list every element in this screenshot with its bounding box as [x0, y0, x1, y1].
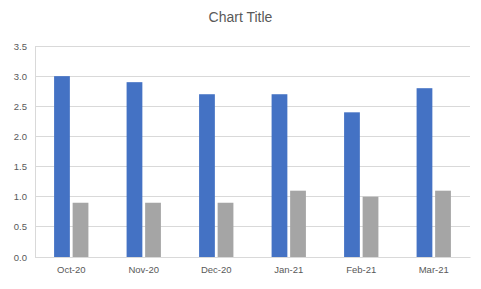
y-tick-label: 0.0 [14, 252, 27, 263]
x-tick-label: Feb-21 [346, 264, 376, 275]
y-tick-label: 2.5 [14, 101, 27, 112]
bar [127, 82, 143, 257]
y-axis: 0.0 0.5 1.0 1.5 2.0 2.5 3.0 3.5 [14, 41, 36, 263]
grid-line [35, 257, 470, 258]
x-tick-label: Jan-21 [274, 264, 303, 275]
grid-line [35, 226, 470, 227]
x-tick-label: Nov-20 [128, 264, 159, 275]
bar [363, 197, 379, 257]
bar [417, 88, 433, 257]
x-tick: Dec-20 [201, 257, 232, 275]
y-tick: 3.5 [14, 41, 35, 52]
y-tick-label: 3.0 [14, 71, 27, 82]
chart: 0.0 0.5 1.0 1.5 2.0 2.5 3.0 3.5 Oct-20 Nov-20 Dec-… [0, 0, 481, 289]
x-tick: Feb-21 [346, 257, 376, 275]
plot-area: 0.0 0.5 1.0 1.5 2.0 2.5 3.0 3.5 Oct-20 Nov-20 Dec-… [14, 41, 471, 275]
grid-line [35, 196, 470, 197]
y-tick: 1.5 [14, 161, 35, 172]
grid-line [35, 106, 470, 107]
y-tick-label: 0.5 [14, 221, 27, 232]
series [73, 191, 451, 257]
bar [54, 76, 70, 257]
x-tick: Oct-20 [57, 257, 86, 275]
y-tick: 0.5 [14, 221, 35, 232]
y-tick: 1.0 [14, 191, 35, 202]
bar [218, 203, 234, 257]
y-tick-label: 2.0 [14, 131, 27, 142]
x-tick-label: Mar-21 [419, 264, 449, 275]
bar [145, 203, 161, 257]
grid [35, 46, 470, 257]
bar [435, 191, 451, 257]
x-axis: Oct-20 Nov-20 Dec-20 Jan-21 Feb-21 Mar-21 [36, 257, 471, 275]
bar [344, 112, 360, 257]
y-tick-label: 1.5 [14, 161, 27, 172]
y-tick: 2.5 [14, 101, 35, 112]
bars [54, 76, 451, 257]
x-axis-line [36, 257, 471, 258]
bar [290, 191, 306, 257]
x-tick-label: Dec-20 [201, 264, 232, 275]
grid-line [35, 46, 470, 47]
x-tick-label: Oct-20 [57, 264, 86, 275]
x-tick: Jan-21 [274, 257, 303, 275]
y-tick-label: 3.5 [14, 41, 27, 52]
grid-line [35, 136, 470, 137]
y-tick: 2.0 [14, 131, 35, 142]
series [54, 76, 432, 257]
x-tick: Mar-21 [419, 257, 449, 275]
bar [73, 203, 89, 257]
bar [272, 94, 288, 257]
y-axis-line [35, 47, 36, 258]
grid-line [35, 166, 470, 167]
y-tick-label: 1.0 [14, 191, 27, 202]
x-tick: Nov-20 [128, 257, 159, 275]
y-tick: 0.0 [14, 252, 35, 263]
y-tick: 3.0 [14, 71, 35, 82]
bar [199, 94, 215, 257]
grid-line [35, 76, 470, 77]
chart-title: Chart Title [209, 9, 273, 25]
